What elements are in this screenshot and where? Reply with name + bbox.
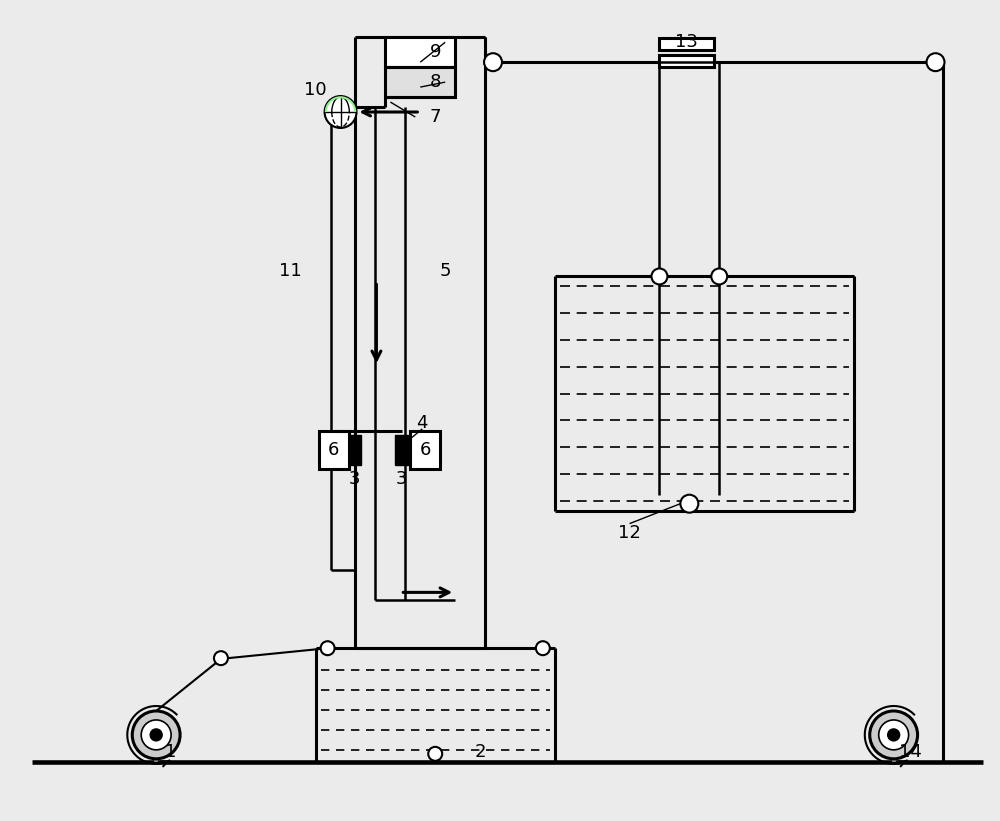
Circle shape	[651, 268, 667, 284]
Bar	[659, 55, 714, 67]
Circle shape	[879, 720, 909, 750]
Text: 3: 3	[396, 470, 407, 488]
Text: 9: 9	[429, 44, 441, 62]
Bar	[410, 431, 440, 469]
Circle shape	[325, 96, 356, 128]
Text: 5: 5	[439, 263, 451, 281]
Bar	[319, 431, 349, 469]
Bar	[385, 67, 455, 97]
Circle shape	[711, 268, 727, 284]
Circle shape	[680, 495, 698, 512]
Text: 14: 14	[899, 743, 922, 761]
Text: 4: 4	[417, 414, 428, 432]
Circle shape	[484, 53, 502, 71]
Bar	[349, 435, 361, 465]
Text: 10: 10	[304, 81, 327, 99]
Bar	[385, 37, 455, 67]
Text: 7: 7	[429, 108, 441, 126]
Circle shape	[536, 641, 550, 655]
Circle shape	[321, 641, 335, 655]
Circle shape	[870, 711, 918, 759]
Text: 8: 8	[430, 73, 441, 91]
Circle shape	[214, 651, 228, 665]
Circle shape	[132, 711, 180, 759]
Circle shape	[927, 53, 944, 71]
Text: 6: 6	[420, 441, 431, 459]
Circle shape	[150, 729, 162, 741]
Text: 11: 11	[279, 263, 302, 281]
Circle shape	[141, 720, 171, 750]
Circle shape	[428, 747, 442, 761]
Text: 2: 2	[474, 743, 486, 761]
Text: 13: 13	[675, 33, 698, 51]
Bar	[395, 435, 408, 465]
Bar	[659, 39, 714, 50]
Text: 6: 6	[328, 441, 339, 459]
Text: 12: 12	[618, 524, 641, 542]
Circle shape	[888, 729, 900, 741]
Text: 3: 3	[349, 470, 360, 488]
Text: 1: 1	[165, 743, 177, 761]
